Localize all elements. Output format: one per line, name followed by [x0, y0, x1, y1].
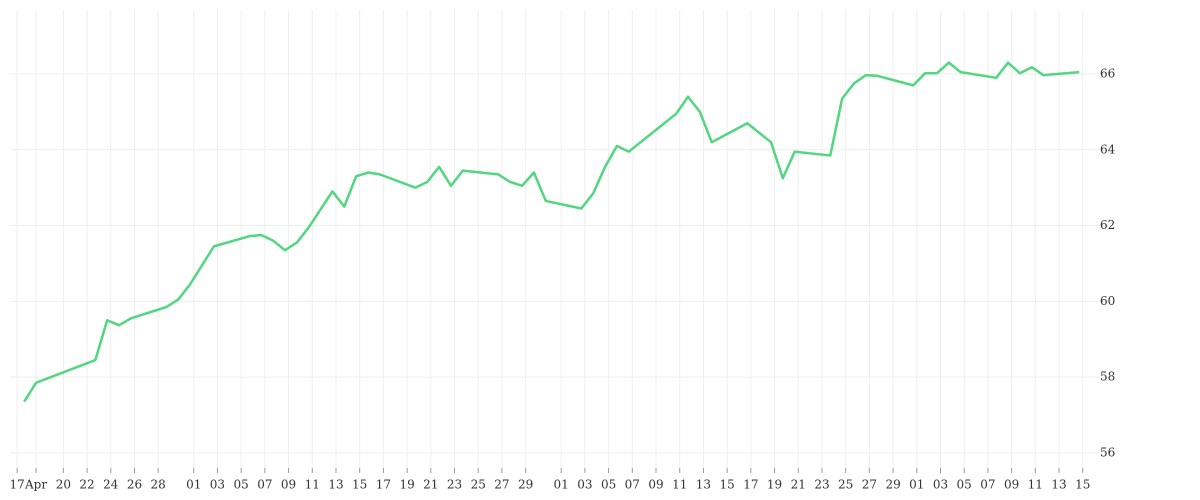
- x-tick-label: 27: [862, 478, 877, 492]
- x-tick-label: 29: [885, 478, 900, 492]
- x-tick-label: 17: [376, 478, 391, 492]
- x-tick-label: 26: [127, 478, 142, 492]
- x-tick-label: 19: [767, 478, 782, 492]
- x-tick-label: 13: [1051, 478, 1066, 492]
- x-tick-label: 21: [791, 478, 806, 492]
- x-tick-label: 24: [103, 478, 119, 492]
- x-tick-label: 17: [9, 478, 24, 492]
- x-tick-label: 22: [79, 478, 94, 492]
- x-tick-label: 17: [743, 478, 758, 492]
- x-tick-label: 20: [56, 478, 71, 492]
- x-tick-label: 13: [328, 478, 343, 492]
- x-tick-label: 29: [518, 478, 533, 492]
- x-tick-label: 15: [1075, 478, 1090, 492]
- x-tick-label: 01: [909, 478, 924, 492]
- x-tick-label: 07: [257, 478, 272, 492]
- x-tick-label: 21: [423, 478, 438, 492]
- x-tick-label: 15: [352, 478, 367, 492]
- x-tick-label: 11: [672, 478, 687, 492]
- x-tick-label: 05: [601, 478, 616, 492]
- x-tick-label: 03: [210, 478, 225, 492]
- x-tick-label: 07: [980, 478, 995, 492]
- x-tick-label: 23: [814, 478, 829, 492]
- x-tick-label: Apr: [24, 478, 47, 492]
- x-tick-label: 15: [719, 478, 734, 492]
- y-tick-label: 64: [1100, 142, 1116, 156]
- x-tick-label: 09: [648, 478, 663, 492]
- x-tick-label: 11: [305, 478, 320, 492]
- x-tick-label: 25: [471, 478, 486, 492]
- x-tick-label: 27: [494, 478, 509, 492]
- y-tick-label: 56: [1100, 445, 1115, 459]
- x-tick-label: 03: [933, 478, 948, 492]
- x-tick-label: 11: [1028, 478, 1043, 492]
- x-tick-label: 07: [625, 478, 640, 492]
- x-tick-label: 19: [399, 478, 414, 492]
- x-tick-label: 25: [838, 478, 853, 492]
- y-tick-label: 58: [1100, 370, 1115, 384]
- x-tick-label: 01: [554, 478, 569, 492]
- x-tick-label: 13: [696, 478, 711, 492]
- x-tick-label: 03: [577, 478, 592, 492]
- x-tick-label: 05: [234, 478, 249, 492]
- y-tick-label: 66: [1100, 67, 1115, 81]
- x-tick-label: 09: [1004, 478, 1019, 492]
- plot-area: [10, 10, 1110, 468]
- x-tick-label: 28: [151, 478, 166, 492]
- x-tick-label: 05: [957, 478, 972, 492]
- line-series: [23, 61, 1080, 403]
- x-tick-label: 01: [186, 478, 201, 492]
- x-tick-label: 23: [447, 478, 462, 492]
- y-tick-label: 62: [1100, 218, 1115, 232]
- y-tick-label: 60: [1100, 294, 1115, 308]
- x-tick-label: 09: [281, 478, 296, 492]
